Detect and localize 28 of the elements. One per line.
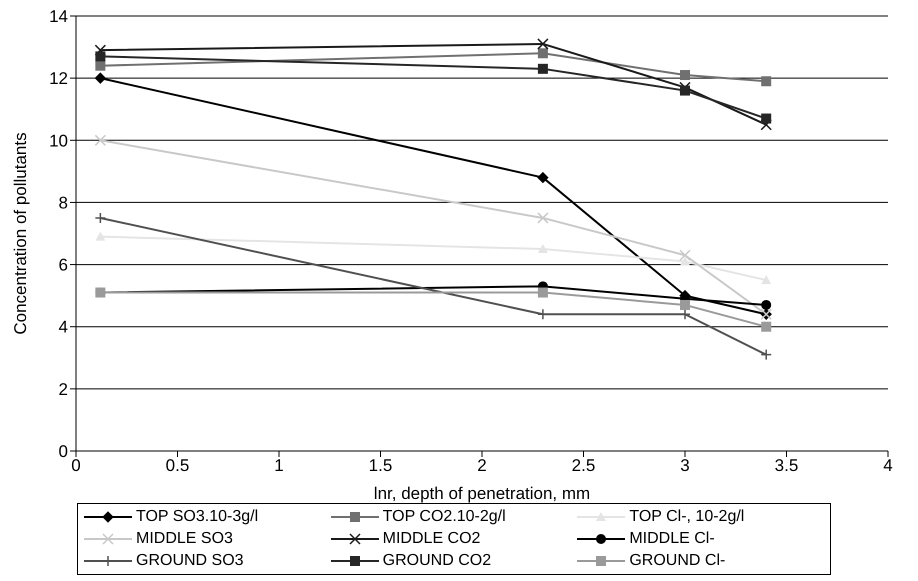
x-tick-label: 0.5 — [166, 456, 190, 476]
y-tick-label: 2 — [58, 380, 68, 399]
legend-label: GROUND SO3 — [136, 552, 244, 570]
x-tick-label: 3 — [680, 456, 690, 476]
x-tick-label: 4 — [883, 456, 893, 476]
x-axis-title: lnr, depth of penetration, mm — [374, 484, 590, 503]
legend-label: GROUND Cl- — [629, 552, 726, 570]
legend-label: MIDDLE SO3 — [136, 530, 233, 548]
legend-label: MIDDLE CO2 — [382, 530, 480, 548]
legend-label: GROUND CO2 — [382, 552, 492, 570]
y-axis-title: Concentration of pollutants — [11, 132, 30, 335]
x-tick-label: 2.5 — [572, 456, 596, 476]
y-tick-label: 10 — [49, 131, 68, 150]
x-tick-label: 1.5 — [368, 456, 392, 476]
x-tick-label: 2 — [477, 456, 487, 476]
x-tick-label: 1 — [274, 456, 284, 476]
y-tick-label: 14 — [49, 7, 68, 26]
legend-label: TOP SO3.10-3g/l — [136, 508, 258, 526]
y-tick-label: 0 — [58, 442, 68, 462]
x-tick-label: 0 — [71, 456, 81, 476]
x-tick-label: 3.5 — [774, 456, 798, 476]
legend-label: TOP CO2.10-2g/l — [382, 508, 506, 526]
y-tick-label: 6 — [58, 256, 68, 275]
y-tick-label: 8 — [58, 193, 68, 212]
legend-label: MIDDLE Cl- — [629, 530, 715, 548]
y-tick-label: 12 — [49, 69, 68, 88]
y-tick-label: 4 — [58, 318, 68, 337]
legend-label: TOP Cl-, 10-2g/l — [629, 508, 744, 526]
